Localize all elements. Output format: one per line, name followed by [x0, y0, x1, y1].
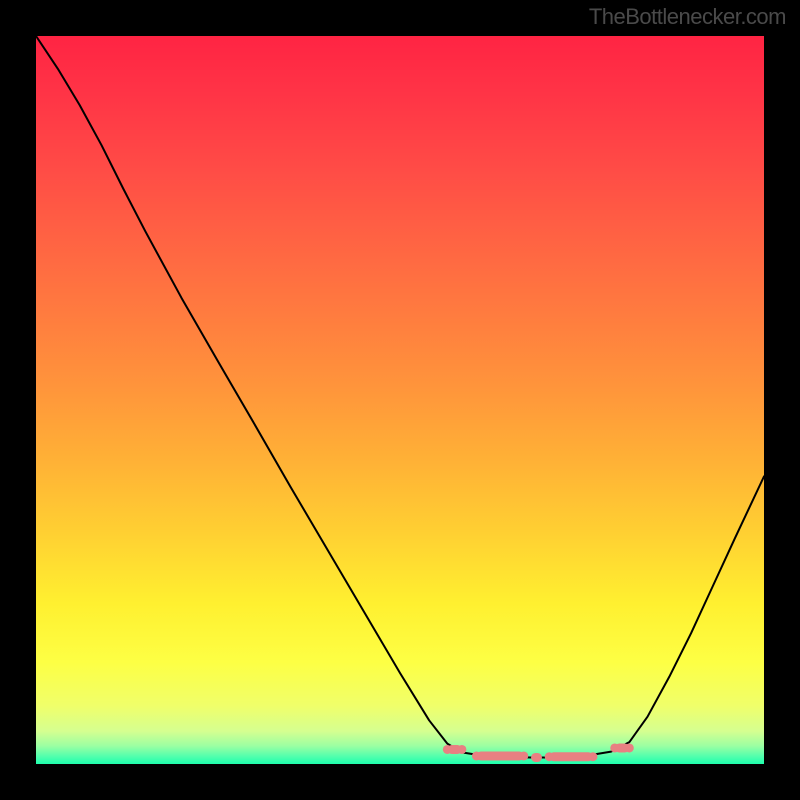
- chart-svg: [36, 36, 764, 764]
- chart-background: [36, 36, 764, 764]
- chart-plot-area: [36, 36, 764, 764]
- watermark-text: TheBottlenecker.com: [589, 4, 786, 30]
